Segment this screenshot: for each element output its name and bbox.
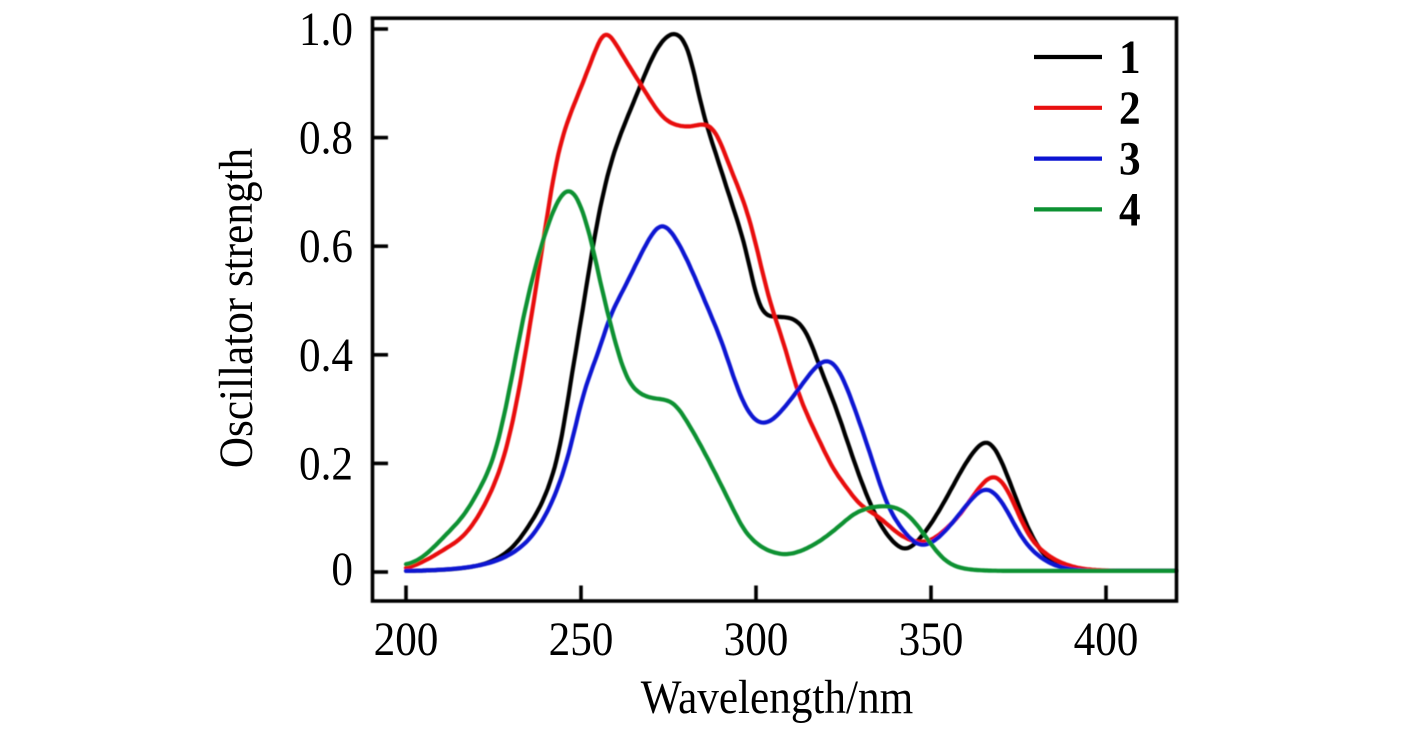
svg-text:Oscillator strength: Oscillator strength — [209, 148, 263, 468]
svg-text:0.8: 0.8 — [299, 111, 353, 165]
svg-text:250: 250 — [549, 612, 614, 666]
svg-text:350: 350 — [899, 612, 964, 666]
svg-text:3: 3 — [1119, 132, 1141, 186]
svg-text:300: 300 — [724, 612, 789, 666]
svg-text:200: 200 — [374, 612, 439, 666]
svg-text:Wavelength/nm: Wavelength/nm — [641, 670, 913, 724]
svg-text:0.4: 0.4 — [299, 328, 353, 382]
svg-text:0.6: 0.6 — [299, 219, 353, 273]
svg-text:1.0: 1.0 — [299, 2, 353, 56]
svg-text:2: 2 — [1119, 81, 1141, 135]
svg-text:4: 4 — [1119, 182, 1141, 236]
svg-text:0: 0 — [331, 542, 353, 596]
svg-text:400: 400 — [1074, 612, 1139, 666]
svg-text:0.2: 0.2 — [299, 436, 353, 490]
svg-text:1: 1 — [1119, 30, 1141, 84]
